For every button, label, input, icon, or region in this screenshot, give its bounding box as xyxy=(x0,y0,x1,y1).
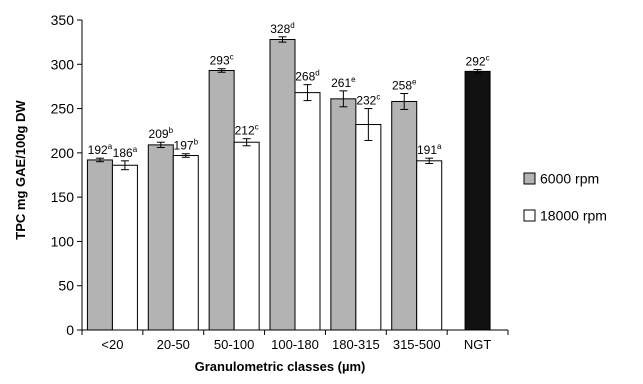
series-1-bar-2 xyxy=(208,69,235,331)
x-tick-label-3: 100-180 xyxy=(271,337,319,352)
legend-swatch-1 xyxy=(523,172,536,185)
legend-label-1: 6000 rpm xyxy=(540,171,599,187)
x-tick-label-2: 50-100 xyxy=(214,337,254,352)
series-2-bar-data-label-3: 268d xyxy=(295,69,319,84)
series-2-bar-5 xyxy=(416,160,443,331)
series-2-bar-significance-letter-2: c xyxy=(255,123,259,132)
series-1-bar-data-label-1: 209b xyxy=(149,126,174,141)
series-1-bar-significance-letter-0: a xyxy=(108,142,113,151)
series-2-bar-3 xyxy=(294,92,321,331)
series-2-bar-4 xyxy=(355,124,382,331)
series-1-bar-data-label-3: 328d xyxy=(270,21,294,36)
x-tick-label-6: NGT xyxy=(464,337,492,352)
y-axis-title: TPC mg GAE/100g DW xyxy=(13,100,28,240)
legend: 6000 rpm 18000 rpm xyxy=(523,171,607,224)
x-tick-label-4: 180-315 xyxy=(332,337,380,352)
series-2-bar-data-label-5: 191a xyxy=(417,142,442,157)
series-2-bar-significance-letter-0: a xyxy=(133,145,138,154)
x-axis-title: Granulometric classes (µm) xyxy=(195,359,366,374)
series-1-bar-significance-letter-5: e xyxy=(412,78,417,87)
y-tick-label-7: 350 xyxy=(51,12,75,28)
bars-layer: 192a 209b 293c 328d 261e 258e 186a 197b 212c 268d… xyxy=(86,21,491,331)
series-2-bar-significance-letter-1: b xyxy=(194,138,199,147)
series-1-bar-significance-letter-4: e xyxy=(351,75,356,84)
series-1-bar-significance-letter-1: b xyxy=(169,126,174,135)
series-2-bar-0 xyxy=(111,164,138,331)
series-2-bar-data-label-2: 212c xyxy=(235,123,259,138)
series-2-bar-significance-letter-4: c xyxy=(376,93,380,102)
series-2-bar-data-label-0: 186a xyxy=(113,145,138,160)
reference-bar-significance-letter-6: c xyxy=(486,54,490,63)
series-1-bar-3 xyxy=(269,38,296,331)
series-2-bar-data-label-4: 232c xyxy=(356,93,380,108)
reference-bar-6 xyxy=(464,70,491,331)
series-2-bar-significance-letter-3: d xyxy=(315,69,319,78)
series-1-bar-significance-letter-3: d xyxy=(290,21,294,30)
y-tick-label-5: 250 xyxy=(51,101,75,117)
y-tick-label-4: 200 xyxy=(51,145,75,161)
series-1-bar-data-label-2: 293c xyxy=(210,53,234,68)
x-tick-label-0: <20 xyxy=(101,337,123,352)
series-1-bar-significance-letter-2: c xyxy=(230,53,234,62)
series-1-bar-0 xyxy=(86,159,113,331)
y-tick-label-1: 50 xyxy=(58,278,74,294)
series-1-bar-data-label-4: 261e xyxy=(331,75,356,90)
legend-swatch-2 xyxy=(523,209,536,222)
series-1-bar-data-label-5: 258e xyxy=(392,78,417,93)
series-1-bar-data-label-0: 192a xyxy=(88,142,113,157)
series-2-bar-data-label-1: 197b xyxy=(174,138,199,153)
legend-label-2: 18000 rpm xyxy=(540,208,607,224)
series-1-bar-5 xyxy=(391,100,418,331)
axes-layer: 0 50 100 150 200 250 300 350 <20 20-50 50-100 100-1… xyxy=(51,12,509,352)
series-1-bar-4 xyxy=(330,98,357,331)
series-2-bar-2 xyxy=(233,141,260,331)
series-1-bar-1 xyxy=(147,144,174,331)
x-tick-label-5: 315-500 xyxy=(393,337,441,352)
y-tick-label-0: 0 xyxy=(66,322,74,338)
y-tick-label-6: 300 xyxy=(51,56,75,72)
x-tick-label-1: 20-50 xyxy=(157,337,190,352)
series-2-bar-significance-letter-5: a xyxy=(437,142,442,151)
reference-bar-data-label-6: 292c xyxy=(466,54,490,69)
y-tick-label-3: 150 xyxy=(51,189,75,205)
y-tick-label-2: 100 xyxy=(51,233,75,249)
series-2-bar-1 xyxy=(172,155,199,331)
